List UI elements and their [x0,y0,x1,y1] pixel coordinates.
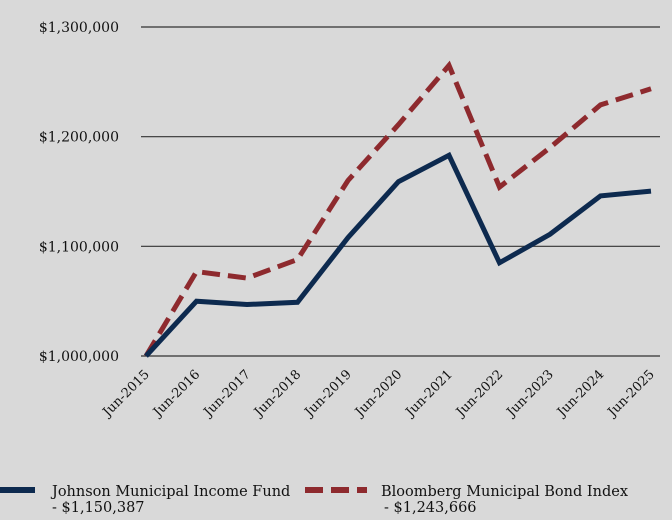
x-tick-label: Jun-2019 [301,367,355,421]
legend-item-fund: Johnson Municipal Income Fund - $1,150,3… [0,484,290,516]
x-tick-label: Jun-2018 [250,367,304,421]
legend-value-fund: - $1,150,387 [52,500,145,516]
legend: Johnson Municipal Income Fund - $1,150,3… [0,484,628,516]
x-tick-label: Jun-2025 [604,367,658,421]
legend-label-index: Bloomberg Municipal Bond Index [381,484,628,500]
y-tick-label: $1,200,000 [39,130,119,146]
x-tick-label: Jun-2023 [503,367,557,421]
x-tick-label: Jun-2024 [553,367,607,421]
y-tick-label: $1,300,000 [39,20,119,36]
series-layer [143,60,652,358]
x-tick-label: Jun-2017 [200,367,254,421]
x-tick-label: Jun-2020 [351,367,405,421]
x-axis: Jun-2015Jun-2016Jun-2017Jun-2018Jun-2019… [99,367,658,421]
series-line-index [143,60,652,358]
series-line-fund [144,151,652,358]
legend-item-index: Bloomberg Municipal Bond Index - $1,243,… [305,484,628,516]
x-tick-label: Jun-2015 [99,367,153,421]
y-axis: $1,000,000 $1,100,000 $1,200,000 $1,300,000 [39,20,119,365]
x-tick-label: Jun-2022 [452,367,506,421]
grid-layer [141,26,660,357]
legend-label-fund: Johnson Municipal Income Fund [50,484,290,500]
y-tick-label: $1,000,000 [39,349,119,365]
legend-value-index: - $1,243,666 [384,500,477,516]
y-tick-label: $1,100,000 [39,239,119,255]
x-tick-label: Jun-2021 [402,367,456,421]
x-tick-label: Jun-2016 [149,367,203,421]
